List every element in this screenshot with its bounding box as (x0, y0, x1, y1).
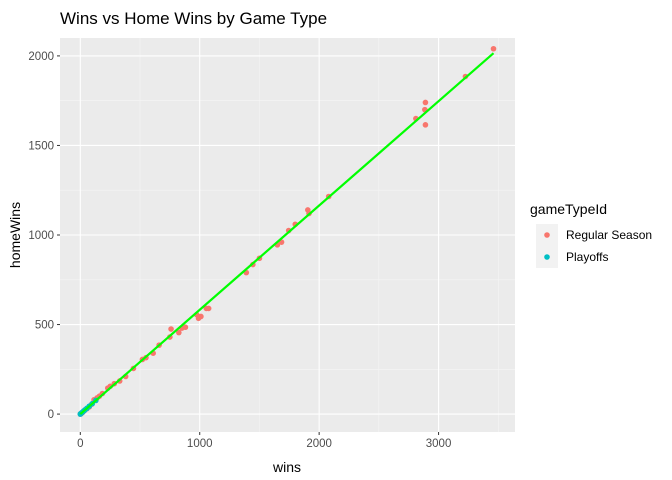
y-tick-label: 0 (48, 409, 54, 421)
trend-line (79, 52, 495, 415)
legend: gameTypeId Regular Season Playoffs (530, 201, 652, 268)
legend-key-regular-season (544, 232, 550, 238)
grid-major (60, 38, 515, 432)
x-tick-label: 3000 (426, 438, 452, 450)
y-tick-label: 2000 (28, 51, 54, 63)
x-axis-ticks: 0 1000 2000 3000 (77, 432, 451, 450)
y-axis-title: homeWins (7, 202, 23, 268)
x-axis-title: wins (272, 459, 301, 475)
data-point (490, 45, 497, 52)
x-tick-label: 1000 (187, 438, 213, 450)
y-tick-label: 500 (35, 320, 54, 332)
trend-line-group (79, 52, 495, 415)
y-tick-label: 1000 (28, 230, 54, 242)
x-tick-label: 2000 (306, 438, 332, 450)
chart-title: Wins vs Home Wins by Game Type (60, 9, 327, 28)
data-point (422, 122, 429, 128)
legend-label-playoffs: Playoffs (566, 250, 608, 264)
legend-key-playoffs (544, 254, 550, 260)
x-tick-label: 0 (77, 438, 83, 450)
legend-label-regular-season: Regular Season (566, 228, 652, 242)
legend-title: gameTypeId (530, 201, 607, 217)
data-point (168, 326, 174, 332)
y-axis-ticks: 0 500 1000 1500 2000 (28, 51, 60, 421)
data-point (203, 305, 210, 312)
data-point (422, 99, 429, 106)
data-point (195, 315, 202, 322)
y-tick-label: 1500 (28, 140, 54, 152)
data-point (176, 329, 182, 336)
